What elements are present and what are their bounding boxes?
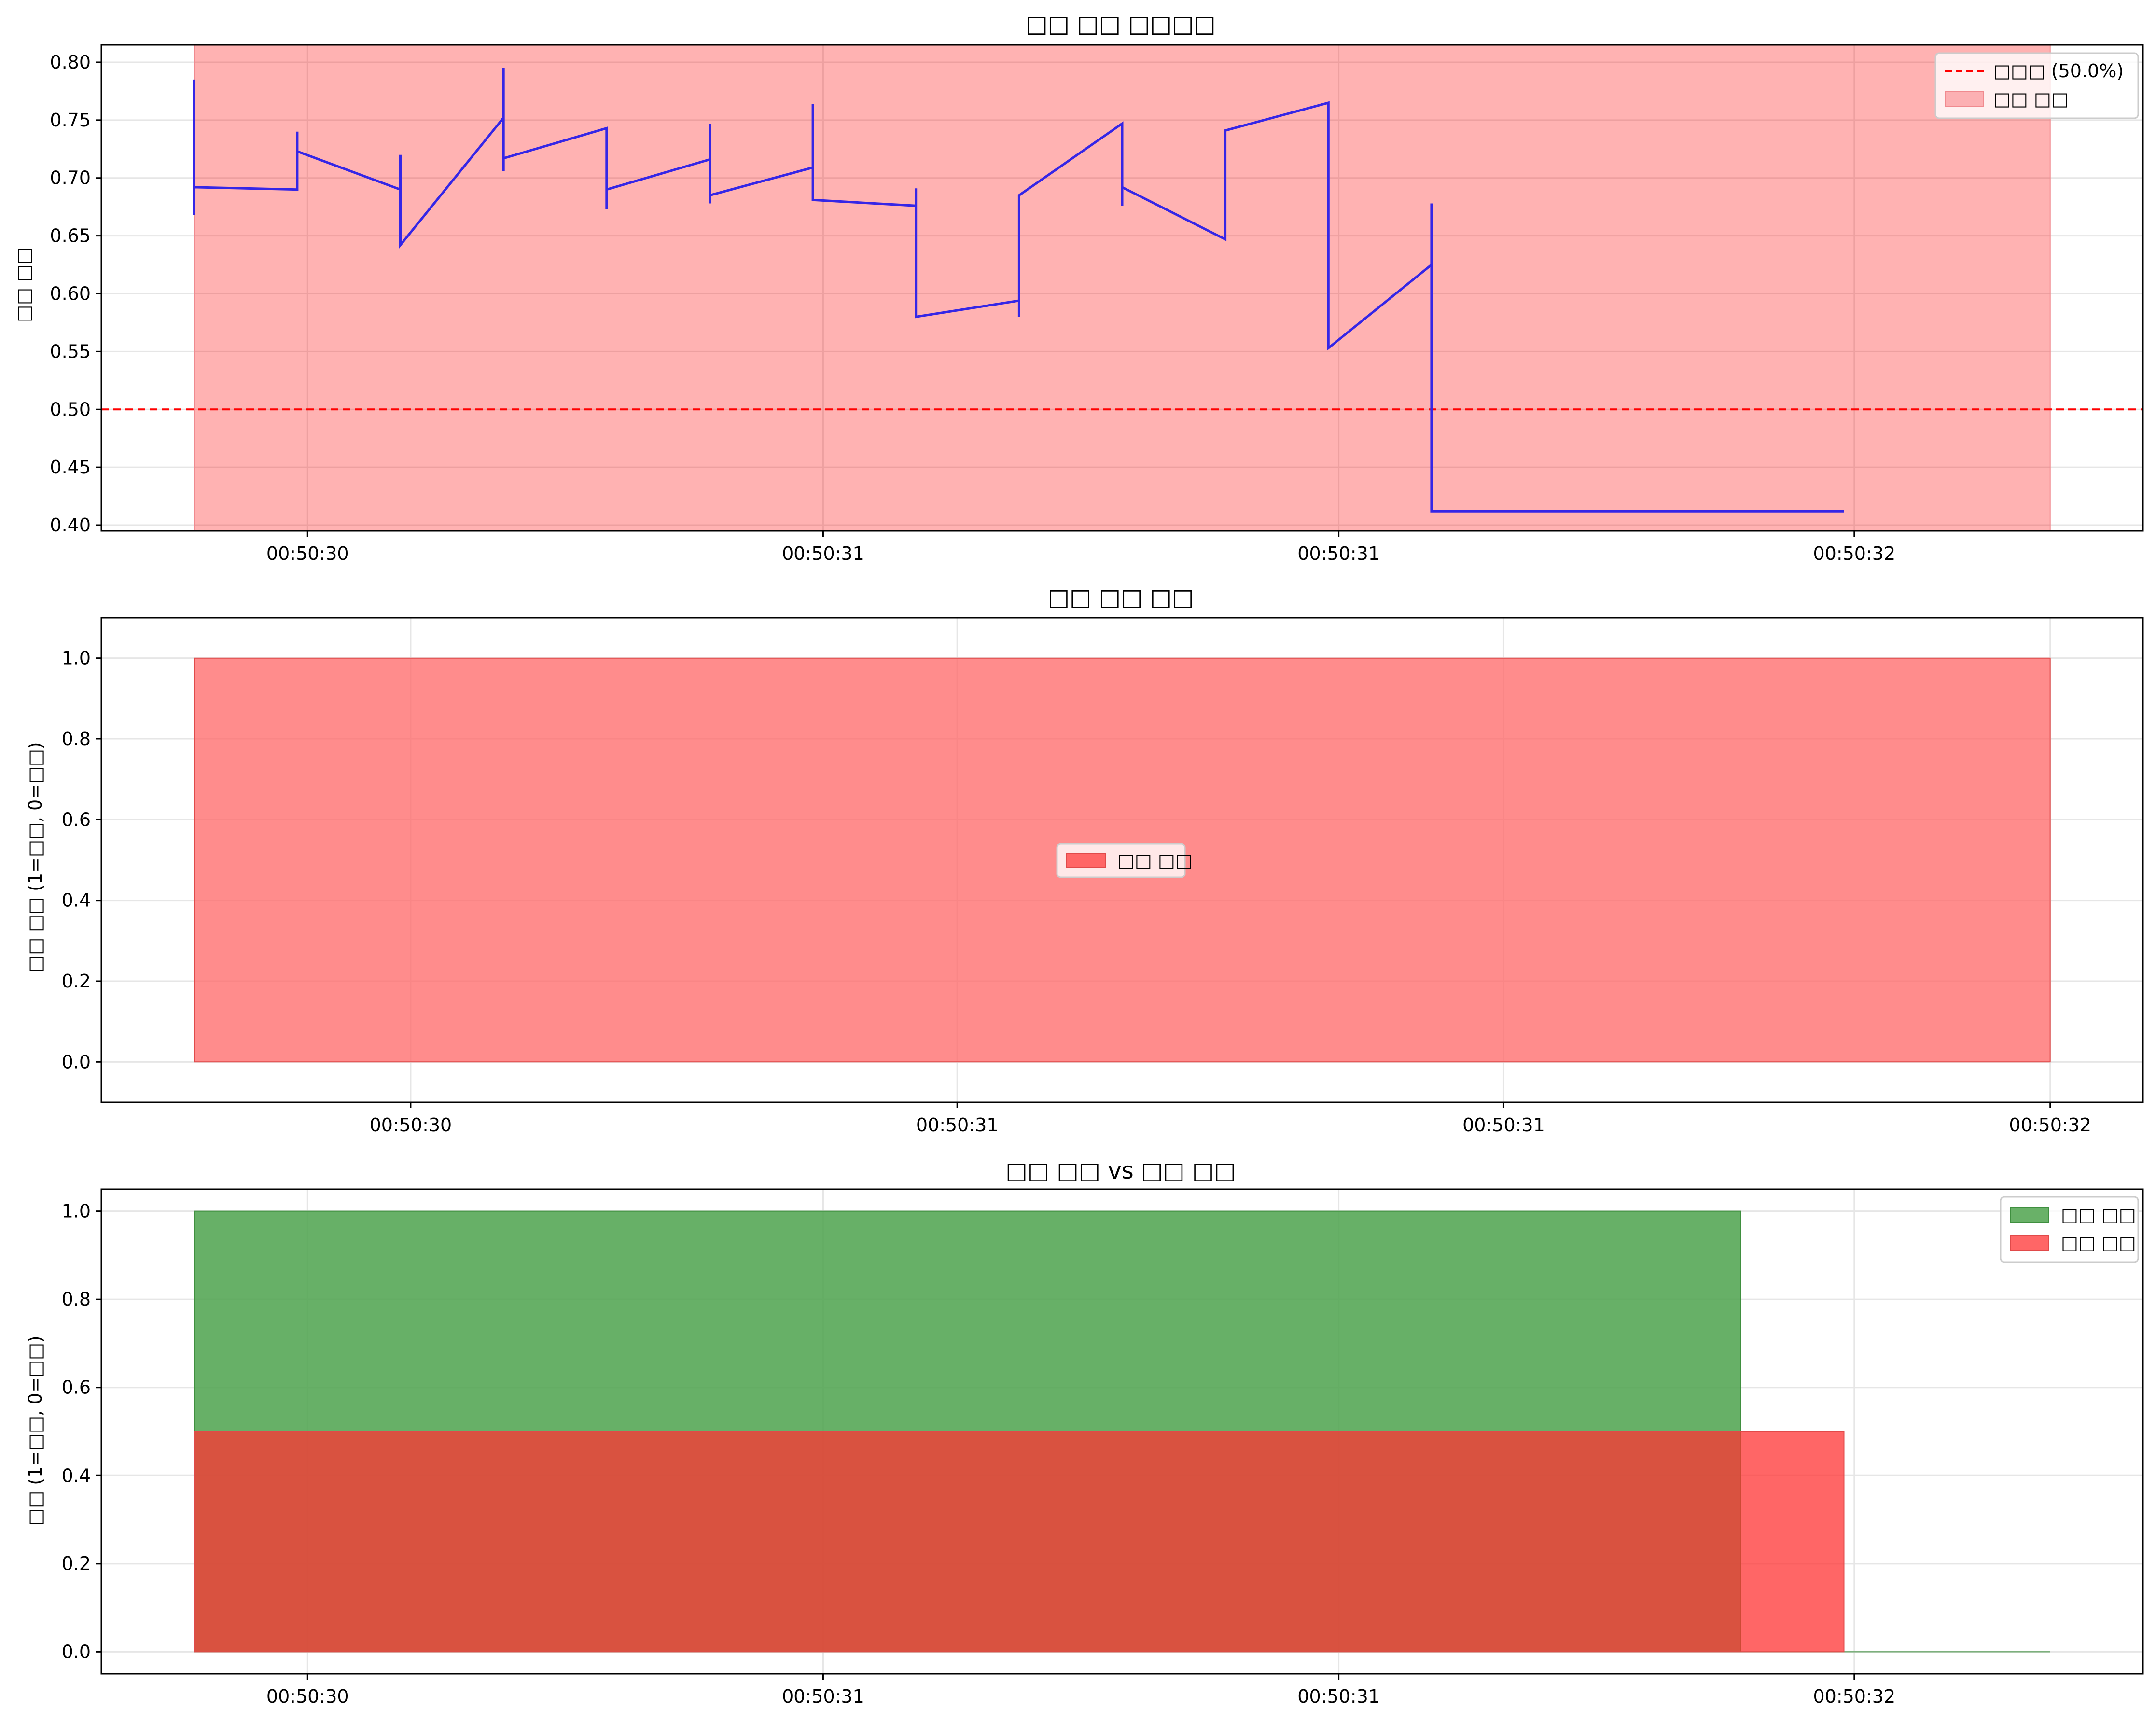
- axes-frame: [100, 44, 2144, 532]
- y-tick-label: 0.2: [62, 971, 91, 992]
- y-tick-label: 0.0: [62, 1641, 91, 1662]
- legend-detection-swatch: [1066, 853, 1106, 868]
- y-tick-label: 0.50: [50, 399, 91, 420]
- chart-title: □□ □□ □□: [1048, 584, 1194, 611]
- x-tick-label: 00:50:30: [266, 543, 349, 564]
- y-tick-label: 0.40: [50, 514, 91, 536]
- x-tick-label: 00:50:31: [916, 1114, 999, 1136]
- x-tick-label: 00:50:30: [266, 1686, 349, 1707]
- x-tick-label: 00:50:32: [1813, 543, 1895, 564]
- legend-label: □□ □□: [1117, 850, 1193, 871]
- y-tick-label: 0.4: [62, 1465, 91, 1486]
- detected-region-band: [194, 44, 2051, 531]
- y-tick-label: 0.2: [62, 1553, 91, 1574]
- y-tick-label: 1.0: [62, 1201, 91, 1222]
- legend-actual-swatch: [2010, 1207, 2049, 1223]
- x-tick-label: 00:50:31: [782, 543, 864, 564]
- y-tick-label: 0.65: [50, 225, 91, 247]
- y-tick-label: 0.75: [50, 110, 91, 131]
- legend: □□ □□ □□ □□: [2000, 1196, 2139, 1263]
- y-tick-label: 0.8: [62, 728, 91, 750]
- y-tick-label: 0.55: [50, 341, 91, 362]
- confidence-series-line: [193, 68, 1844, 513]
- chart-title: □□ □□ vs □□ □□: [1005, 1157, 1236, 1184]
- legend-label: □□ □□: [1993, 88, 2069, 110]
- legend: □□□ (50.0%) □□ □□: [1934, 52, 2139, 119]
- y-tick-label: 0.60: [50, 283, 91, 304]
- legend-label: □□□ (50.0%): [1993, 60, 2124, 82]
- y-tick-label: 0.6: [62, 809, 91, 830]
- y-tick-label: 1.0: [62, 648, 91, 669]
- y-tick-label: 0.0: [62, 1051, 91, 1072]
- chart-title: □□ □□ □□□□: [1026, 11, 1215, 38]
- plot-area: [101, 44, 2143, 531]
- legend-region-swatch: [1945, 91, 1984, 107]
- plot-area: [101, 1189, 2143, 1674]
- x-tick-label: 00:50:31: [1297, 1686, 1380, 1707]
- y-axis-label: □□ (1=□□, 0=□□): [25, 1335, 46, 1525]
- x-tick-label: 00:50:32: [2009, 1114, 2091, 1136]
- legend-predicted-swatch: [2010, 1235, 2049, 1251]
- legend-box: [1056, 843, 1186, 878]
- y-axis-label: □□ □□: [13, 247, 34, 322]
- x-tick-label: 00:50:32: [1813, 1686, 1895, 1707]
- chart-panel-confidence-timeline: 0.40 0.45 0.50 0.55 0.60 0.65 0.70 0.75 0.80 00:5…: [13, 11, 2144, 564]
- y-tick-label: 0.45: [50, 457, 91, 478]
- legend-label: □□ □□: [2061, 1232, 2136, 1253]
- legend: □□ □□: [1056, 843, 1193, 878]
- chart-panel-detection-status: 0.0 0.2 0.4 0.6 0.8 1.0 00:50:30 00:50:31 00:50:…: [25, 584, 2144, 1136]
- y-tick-label: 0.6: [62, 1377, 91, 1398]
- x-tick-label: 00:50:31: [782, 1686, 864, 1707]
- axes-frame: [100, 1188, 2144, 1675]
- y-tick-label: 0.80: [50, 52, 91, 73]
- axes-frame: [100, 617, 2144, 1103]
- chart-panel-actual-vs-predicted: 0.0 0.2 0.4 0.6 0.8 1.0 00:50:30 00:50:31 00:50:…: [25, 1157, 2144, 1707]
- y-axis-label: □□ □□ (1=□□, 0=□□): [25, 742, 46, 972]
- x-tick-label: 00:50:31: [1462, 1114, 1545, 1136]
- x-tick-label: 00:50:31: [1297, 543, 1380, 564]
- area-series-1: [194, 1431, 1845, 1653]
- y-tick-label: 0.8: [62, 1289, 91, 1310]
- legend-label: □□ □□: [2061, 1204, 2136, 1225]
- x-tick-label: 00:50:30: [370, 1114, 452, 1136]
- y-tick-label: 0.4: [62, 890, 91, 911]
- legend-box: [1934, 52, 2139, 119]
- y-tick-label: 0.70: [50, 167, 91, 189]
